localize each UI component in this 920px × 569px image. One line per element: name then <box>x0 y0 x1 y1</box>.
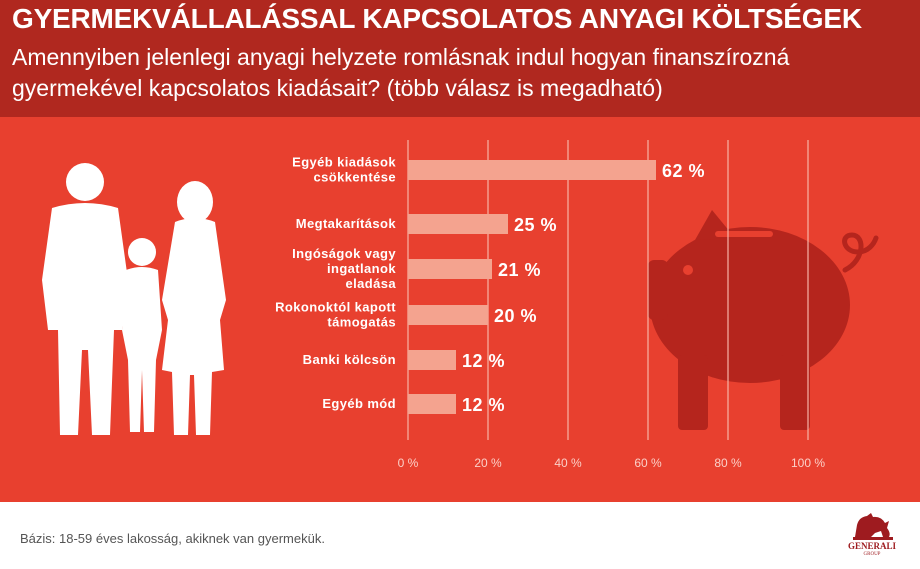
footer: Bázis: 18-59 éves lakosság, akiknek van … <box>0 502 920 569</box>
category-label: Ingóságok vagy <box>292 246 396 261</box>
category-label: Megtakarítások <box>296 216 397 231</box>
bar <box>408 305 488 325</box>
base-note: Bázis: 18-59 éves lakosság, akiknek van … <box>20 531 325 546</box>
lion-icon <box>853 513 893 540</box>
logo-subtext: GROUP <box>863 552 881 557</box>
category-label: Egyéb mód <box>322 396 396 411</box>
bar <box>408 160 656 180</box>
bar-value-label: 21 % <box>498 260 541 280</box>
generali-logo: GENERALI GROUP <box>845 511 899 563</box>
bar-value-label: 25 % <box>514 215 557 235</box>
x-tick-label: 80 % <box>714 456 742 470</box>
page-title: GYERMEKVÁLLALÁSSAL KAPCSOLATOS ANYAGI KÖ… <box>12 3 862 34</box>
bar <box>408 394 456 414</box>
category-label: ingatlanok <box>327 261 396 276</box>
family-silhouette-icon <box>42 163 226 435</box>
header: GYERMEKVÁLLALÁSSAL KAPCSOLATOS ANYAGI KÖ… <box>0 0 920 117</box>
category-label: eladása <box>345 276 396 291</box>
page-subtitle: Amennyiben jelenlegi anyagi helyzete rom… <box>12 44 790 101</box>
bar <box>408 350 456 370</box>
bar-value-label: 12 % <box>462 351 505 371</box>
x-tick-label: 100 % <box>791 456 825 470</box>
x-tick-label: 40 % <box>554 456 582 470</box>
x-tick-label: 20 % <box>474 456 502 470</box>
bar-value-label: 12 % <box>462 395 505 415</box>
x-tick-label: 60 % <box>634 456 662 470</box>
bar <box>408 214 508 234</box>
bar <box>408 259 492 279</box>
bar-value-label: 20 % <box>494 306 537 326</box>
x-tick-label: 0 % <box>398 456 419 470</box>
category-label: Egyéb kiadások <box>292 155 396 170</box>
bar-value-label: 62 % <box>662 161 705 181</box>
piggy-bank-icon <box>648 210 879 430</box>
logo-text: GENERALI <box>847 541 896 551</box>
category-label: támogatás <box>327 315 396 330</box>
category-label: Banki kölcsön <box>303 352 396 367</box>
bar-chart: 0 % 20 % 40 % 60 % 80 % 100 % 62 % Egyéb kiadás… <box>275 140 825 470</box>
category-label: Rokonoktól kapott <box>275 300 396 315</box>
category-label: csökkentése <box>314 170 396 185</box>
